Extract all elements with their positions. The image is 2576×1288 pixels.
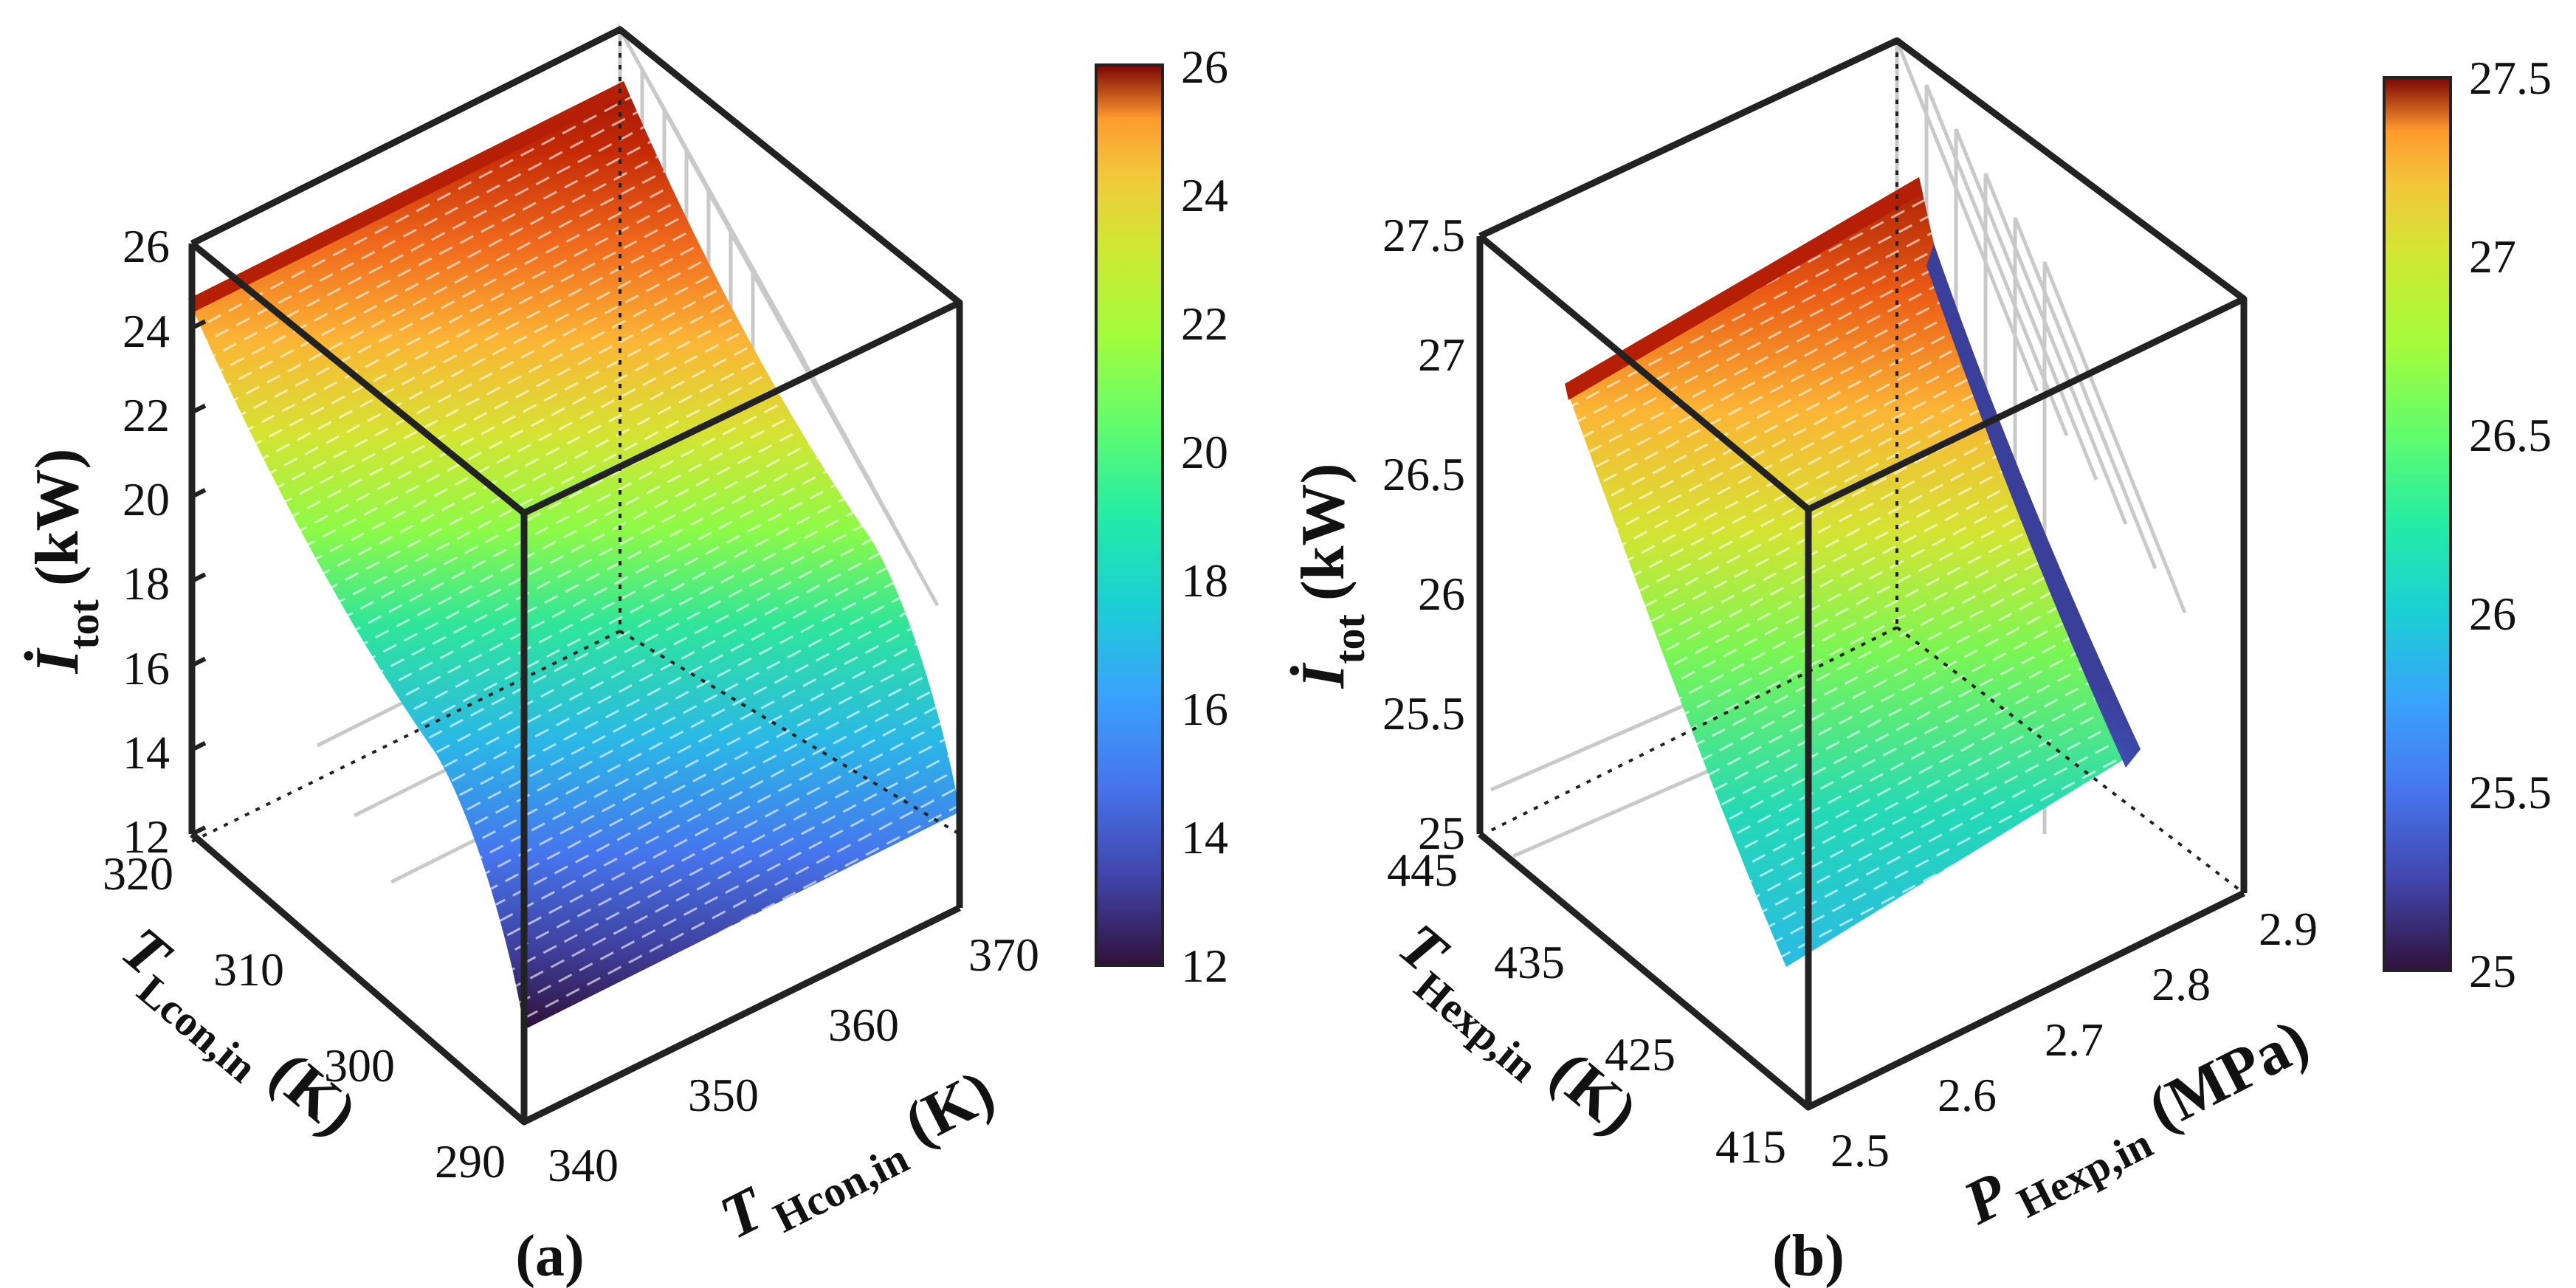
x-tick-b-5: 2.9 [2259,903,2318,955]
z-unit-a: (kW) [23,448,92,586]
x-var-b: P [1953,1159,2019,1238]
z-tick-b-6: 27.5 [1382,209,1465,261]
cbar-tick-b-4: 26.5 [2469,409,2552,461]
z-unit-b: (kW) [1289,463,1357,601]
x-tick-labels-a: 340 350 360 370 [548,929,1039,1191]
axes-box-b [1476,37,2248,1111]
z-tick-mark-a-2 [190,741,207,752]
y-tick-b-3: 435 [1494,936,1565,988]
x-sub-b: Hexp,in [2010,1119,2160,1227]
z-tick-mark-a-8 [190,235,207,246]
y-tick-a-1: 290 [435,1135,506,1188]
cbar-tick-a-5: 20 [1181,426,1228,478]
x-tick-a-3: 360 [828,999,899,1051]
z-tick-mark-a-1 [190,825,207,836]
x-tick-a-1: 340 [548,1139,619,1191]
cbar-tick-b-6: 27.5 [2469,52,2552,104]
z-tick-a-7: 24 [123,305,170,357]
colorbar-ticks-b: 25 25.5 26 26.5 27 27.5 [2469,52,2552,997]
z-tick-a-5: 20 [123,473,170,526]
x-unit-b: (MPa) [2138,1006,2319,1144]
x-tick-b-2: 2.6 [1938,1069,1997,1121]
y-tick-b-1: 415 [1715,1120,1786,1173]
z-tick-a-4: 18 [123,557,170,610]
z-tick-b-3: 26 [1418,568,1465,620]
cbar-tick-a-6: 22 [1181,297,1228,350]
y-tick-a-4: 320 [103,847,173,900]
z-sub-b: tot [1326,613,1374,664]
surface-a-mesh [188,81,960,1030]
z-tick-labels-a: 12 14 16 18 20 22 24 26 [123,220,170,863]
cbar-tick-a-2: 14 [1181,811,1228,864]
x-tick-a-4: 370 [968,929,1039,981]
z-var-a: İ [23,647,92,675]
panel-label-a: (a) [515,1224,584,1288]
y-tick-a-2: 300 [324,1039,395,1092]
surface-b-mesh [1565,177,2141,967]
x-tick-b-1: 2.5 [1831,1124,1890,1177]
y-tick-labels-b: 415 425 435 445 [1387,844,1786,1173]
z-tick-b-5: 27 [1418,328,1465,381]
surface-a-top-edge [188,81,629,312]
panel-b: 25 25.5 26 26.5 27 27.5 İtot (kW) 415 425… [1289,37,2552,1288]
cbar-tick-a-8: 26 [1181,41,1228,93]
y-tick-b-2: 425 [1605,1028,1676,1081]
z-tick-labels-b: 25 25.5 26 26.5 27 27.5 [1382,209,1465,859]
cbar-tick-b-3: 26 [2469,588,2516,640]
z-tick-b-1: 25 [1418,807,1465,859]
cbar-tick-a-3: 16 [1181,683,1228,735]
x-var-a: T [709,1173,776,1253]
z-tick-b-2: 25.5 [1382,687,1465,740]
z-tick-a-2: 14 [123,726,170,779]
colorbar-ticks-a: 12 14 16 18 20 22 24 26 [1181,41,1228,992]
svg-text:İtot(kW): İtot (kW) [23,448,108,674]
hidden-edges-b [1490,41,2245,895]
y-tick-b-4: 445 [1387,844,1458,896]
z-tick-mark-a-6 [190,403,207,415]
svg-text:İtot(kW): İtot (kW) [1289,463,1374,689]
colorbar-b [2383,76,2452,972]
z-var-b: İ [1289,662,1357,689]
z-tick-a-6: 22 [123,389,170,441]
z-tick-mark-a-7 [190,319,207,330]
z-sub-a: tot [60,599,108,649]
z-tick-a-8: 26 [123,220,170,272]
surface-b-top-edge [1565,177,1923,400]
colorbar-a [1095,63,1164,967]
z-tick-mark-a-3 [190,656,207,668]
y-tick-a-3: 310 [213,943,284,996]
cbar-tick-b-1: 25 [2469,945,2516,997]
z-tick-a-3: 16 [123,642,170,695]
hidden-edges-a [191,30,961,843]
cbar-tick-a-7: 24 [1181,169,1228,221]
cbar-tick-b-5: 27 [2469,230,2516,283]
axes-box-a [188,26,963,1126]
cbar-tick-a-1: 12 [1181,940,1228,992]
z-axis-label-b: İtot (kW) [1289,463,1374,689]
z-axis-label-a: İtot (kW) [23,448,108,674]
surface-b-side [1926,244,2141,768]
x-tick-a-2: 350 [688,1069,759,1121]
ztick-marks-a [190,235,207,836]
z-tick-mark-a-4 [190,572,207,583]
cbar-tick-b-2: 25.5 [2469,766,2552,819]
panel-a: 12 14 16 18 20 22 24 26 İtot (kW) 290 300… [23,22,1228,1288]
panel-label-b: (b) [1772,1224,1845,1288]
y-tick-labels-a: 290 300 310 320 [103,847,506,1188]
z-tick-b-4: 26.5 [1382,448,1465,500]
x-sub-a: Hcon,in [766,1134,916,1241]
z-tick-mark-a-5 [190,488,207,499]
z-tick-a-1: 12 [123,810,170,863]
x-tick-b-4: 2.8 [2152,958,2211,1010]
x-tick-b-3: 2.7 [2045,1013,2104,1066]
x-unit-a: (K) [894,1057,1005,1159]
x-axis-label-b: PHexp,in(MPa) [1953,1006,2325,1249]
x-tick-labels-b: 2.5 2.6 2.7 2.8 2.9 [1831,903,2318,1177]
svg-text:PHexp,in(MPa): PHexp,in(MPa) [1953,1006,2325,1249]
cbar-tick-a-4: 18 [1181,554,1228,607]
